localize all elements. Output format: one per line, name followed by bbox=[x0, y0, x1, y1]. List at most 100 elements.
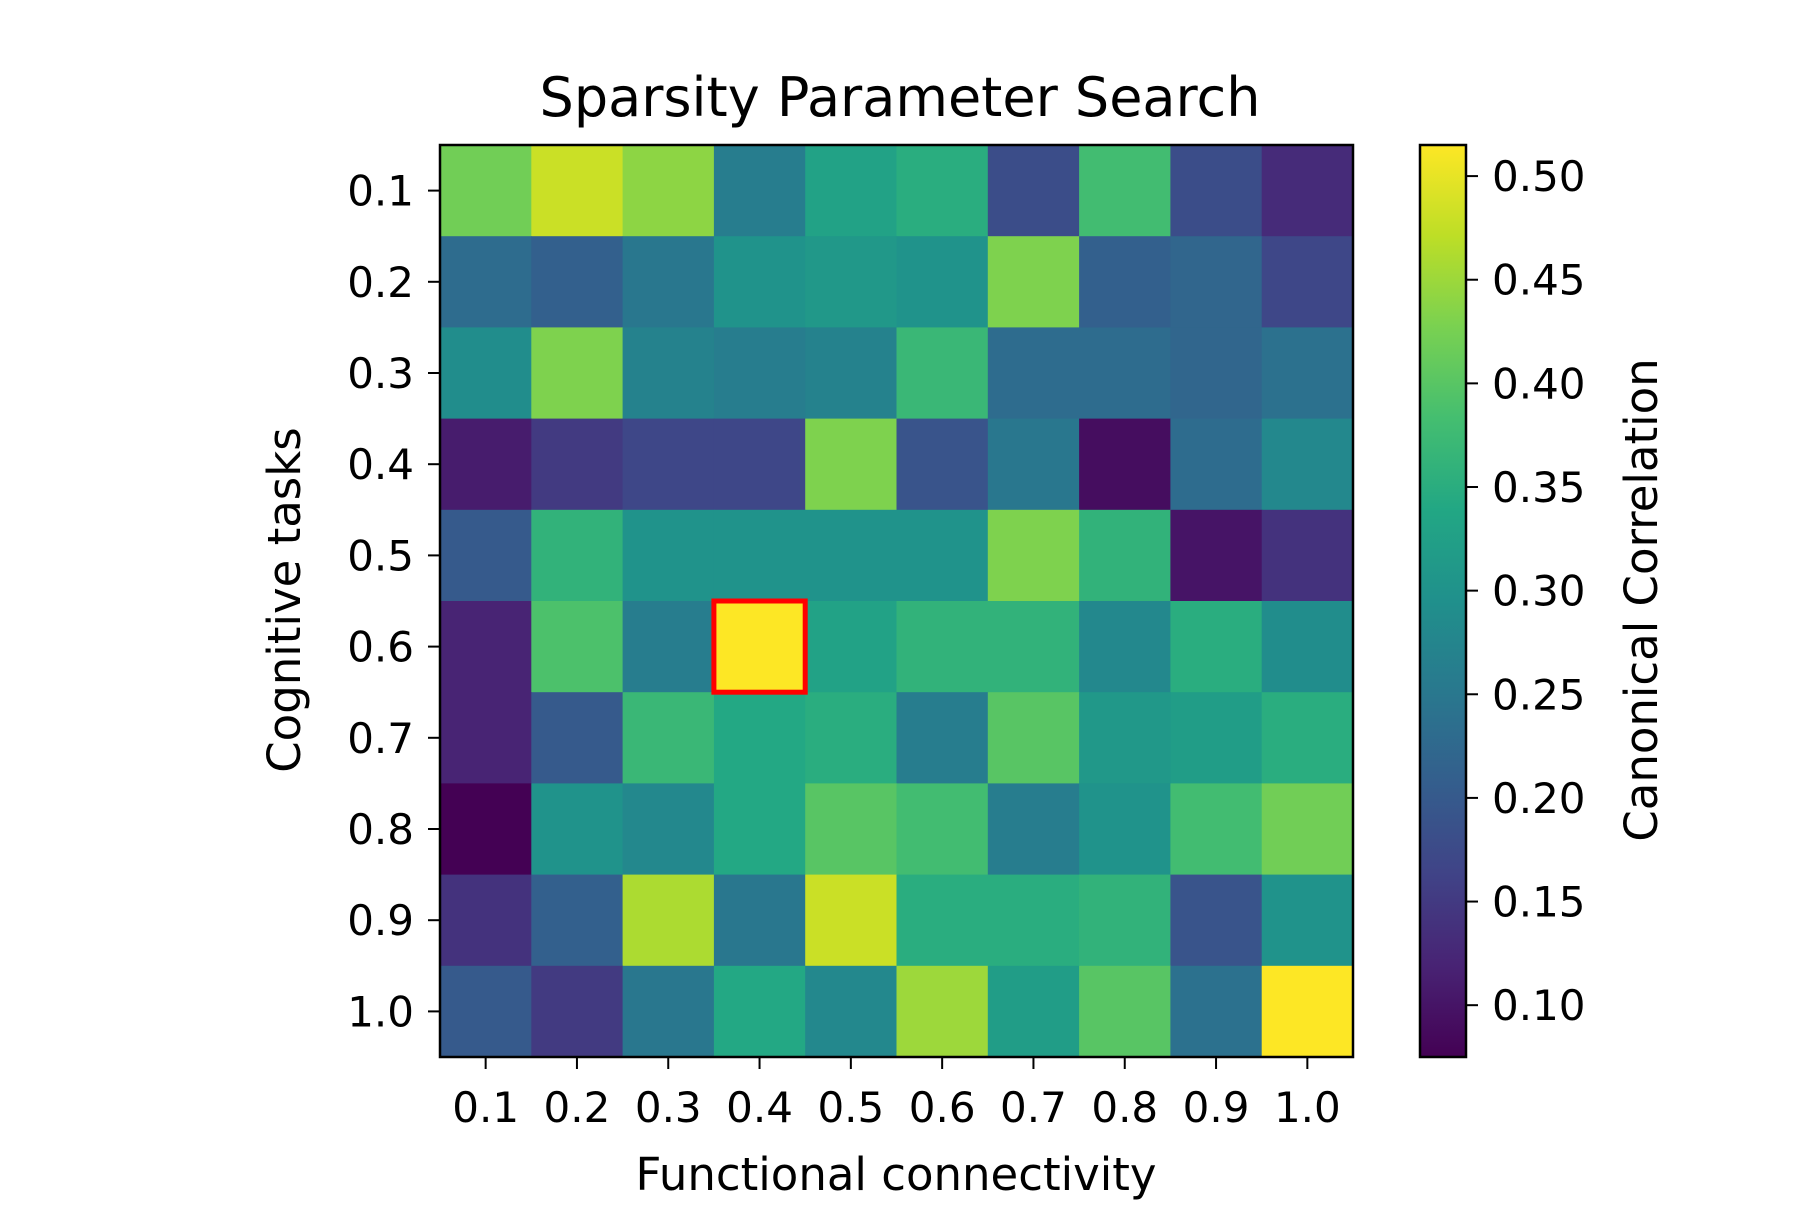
heatmap-cell-r7-c1 bbox=[440, 692, 532, 784]
heatmap-cell-r5-c10 bbox=[1261, 509, 1354, 602]
heatmap-cell-r2-c5 bbox=[805, 236, 898, 328]
heatmap-cell-r9-c10 bbox=[1261, 874, 1354, 967]
heatmap-cell-r8-c3 bbox=[622, 783, 715, 876]
x-tick-label: 0.4 bbox=[726, 1083, 793, 1132]
x-axis-label: Functional connectivity bbox=[635, 1148, 1156, 1200]
heatmap-cell-r1-c1 bbox=[440, 145, 532, 237]
y-tick-label: 0.2 bbox=[347, 258, 414, 307]
heatmap-cell-r4-c10 bbox=[1261, 418, 1354, 511]
heatmap-cell-r10-c10 bbox=[1261, 965, 1354, 1058]
heatmap-cell-r7-c2 bbox=[531, 692, 624, 784]
x-tick-label: 0.9 bbox=[1183, 1083, 1250, 1132]
heatmap-cell-r5-c9 bbox=[1170, 509, 1263, 602]
heatmap-cell-r3-c4 bbox=[713, 327, 806, 420]
heatmap-cell-r4-c8 bbox=[1079, 418, 1171, 511]
heatmap-cell-r10-c9 bbox=[1170, 965, 1263, 1058]
heatmap-cell-r5-c8 bbox=[1079, 509, 1171, 602]
heatmap-cell-r6-c8 bbox=[1079, 601, 1171, 693]
heatmap-cell-r10-c3 bbox=[622, 965, 715, 1058]
heatmap-cell-r1-c7 bbox=[987, 145, 1080, 237]
heatmap-cell-r8-c1 bbox=[440, 783, 532, 876]
colorbar-tick-label: 0.10 bbox=[1492, 981, 1586, 1030]
heatmap-cell-r3-c7 bbox=[987, 327, 1080, 420]
x-tick-label: 0.8 bbox=[1091, 1083, 1158, 1132]
y-tick-label: 0.7 bbox=[347, 714, 414, 763]
colorbar-tick-label: 0.20 bbox=[1492, 774, 1586, 823]
heatmap-cell-r6-c7 bbox=[987, 601, 1080, 693]
heatmap-cell-r10-c1 bbox=[440, 965, 532, 1058]
heatmap-cell-r4-c6 bbox=[896, 418, 989, 511]
heatmap-cell-r8-c5 bbox=[805, 783, 898, 876]
heatmap-cell-r6-c5 bbox=[805, 601, 898, 693]
heatmap-cell-r5-c4 bbox=[713, 509, 806, 602]
x-tick-label: 0.5 bbox=[817, 1083, 884, 1132]
colorbar-ticks: 0.10 0.15 0.20 0.25 0.30 0.35 0.40 0.45 0.50 bbox=[1466, 152, 1586, 1030]
y-tick-label: 0.4 bbox=[347, 440, 414, 489]
y-tick-label: 0.9 bbox=[347, 896, 414, 945]
y-axis-ticks: 0.1 0.2 0.3 0.4 0.5 0.6 0.7 0.8 0.9 1.0 bbox=[347, 167, 440, 1036]
heatmap-cell-r1-c8 bbox=[1079, 145, 1171, 237]
heatmap-cell-r3-c2 bbox=[531, 327, 624, 420]
heatmap-cell-r9-c2 bbox=[531, 874, 624, 967]
heatmap-cell-r8-c2 bbox=[531, 783, 624, 876]
heatmap-cell-r7-c6 bbox=[896, 692, 989, 784]
heatmap-cell-r9-c3 bbox=[622, 874, 715, 967]
heatmap-cell-r2-c8 bbox=[1079, 236, 1171, 328]
heatmap-cell-r5-c5 bbox=[805, 509, 898, 602]
heatmap-cell-r3-c1 bbox=[440, 327, 532, 420]
heatmap-cell-r4-c2 bbox=[531, 418, 624, 511]
heatmap-cell-r8-c7 bbox=[987, 783, 1080, 876]
heatmap-cell-r1-c3 bbox=[622, 145, 715, 237]
y-tick-label: 0.3 bbox=[347, 349, 414, 398]
y-tick-label: 0.8 bbox=[347, 805, 414, 854]
heatmap-cell-r6-c4 bbox=[713, 601, 806, 693]
heatmap-cell-r8-c10 bbox=[1261, 783, 1354, 876]
heatmap-cell-r6-c6 bbox=[896, 601, 989, 693]
heatmap-cell-r10-c5 bbox=[805, 965, 898, 1058]
heatmap-cell-r1-c10 bbox=[1261, 145, 1354, 237]
plot-frame bbox=[438, 143, 1355, 1059]
x-tick-label: 0.1 bbox=[452, 1083, 519, 1132]
colorbar-tick-label: 0.25 bbox=[1492, 670, 1586, 719]
heatmap-cell-r1-c9 bbox=[1170, 145, 1263, 237]
heatmap-cell-r6-c9 bbox=[1170, 601, 1263, 693]
heatmap-cell-r2-c7 bbox=[987, 236, 1080, 328]
heatmap-cell-r9-c6 bbox=[896, 874, 989, 967]
x-tick-label: 0.3 bbox=[635, 1083, 702, 1132]
heatmap-cell-r6-c10 bbox=[1261, 601, 1354, 693]
x-tick-label: 0.2 bbox=[544, 1083, 611, 1132]
colorbar-label: Canonical Correlation bbox=[1615, 358, 1668, 841]
chart-title: Sparsity Parameter Search bbox=[540, 66, 1261, 129]
colorbar-tick-label: 0.50 bbox=[1492, 152, 1586, 201]
y-tick-label: 0.5 bbox=[347, 531, 414, 580]
heatmap-cell-r4-c9 bbox=[1170, 418, 1263, 511]
heatmap-cell-r6-c3 bbox=[622, 601, 715, 693]
x-tick-label: 0.6 bbox=[909, 1083, 976, 1132]
highlight-layer bbox=[711, 598, 808, 695]
heatmap-cell-r9-c8 bbox=[1079, 874, 1171, 967]
heatmap-cell-r7-c10 bbox=[1261, 692, 1354, 784]
highlight-box bbox=[711, 598, 808, 695]
colorbar-tick-label: 0.40 bbox=[1492, 359, 1586, 408]
heatmap-cell-r9-c4 bbox=[713, 874, 806, 967]
x-tick-label: 1.0 bbox=[1274, 1083, 1341, 1132]
heatmap-cell-r2-c2 bbox=[531, 236, 624, 328]
heatmap-cell-r5-c1 bbox=[440, 509, 532, 602]
heatmap-cell-r7-c9 bbox=[1170, 692, 1263, 784]
y-tick-label: 1.0 bbox=[347, 987, 414, 1036]
heatmap-cell-r9-c7 bbox=[987, 874, 1080, 967]
heatmap-cell-r5-c3 bbox=[622, 509, 715, 602]
heatmap-cell-r3-c10 bbox=[1261, 327, 1354, 420]
colorbar-tick-label: 0.35 bbox=[1492, 463, 1586, 512]
heatmap-cell-r5-c7 bbox=[987, 509, 1080, 602]
heatmap-cell-r3-c9 bbox=[1170, 327, 1263, 420]
y-axis-label: Cognitive tasks bbox=[258, 427, 311, 772]
heatmap-cell-r10-c2 bbox=[531, 965, 624, 1058]
colorbar-tick-label: 0.15 bbox=[1492, 878, 1586, 927]
heatmap-cell-r3-c6 bbox=[896, 327, 989, 420]
heatmap-cell-r7-c5 bbox=[805, 692, 898, 784]
heatmap-cell-r7-c7 bbox=[987, 692, 1080, 784]
heatmap-cell-r7-c3 bbox=[622, 692, 715, 784]
